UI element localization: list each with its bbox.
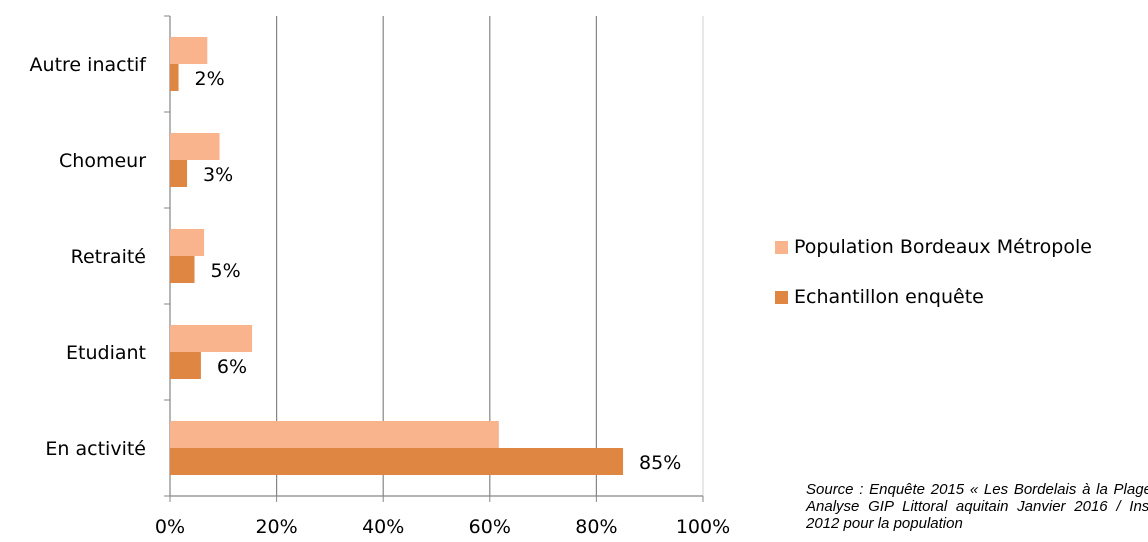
bar-population (170, 421, 499, 448)
data-label: 3% (203, 164, 233, 186)
bar-population (170, 325, 253, 352)
source-note: Source : Enquête 2015 « Les Bordelais à … (806, 481, 1148, 532)
x-tick-label: 60% (469, 516, 511, 538)
category-label: Retraité (71, 246, 146, 268)
x-tick-label: 100% (676, 516, 730, 538)
legend-label-population: Population Bordeaux Métropole (794, 236, 1092, 258)
gridlines (276, 16, 704, 496)
category-label: Autre inactif (30, 54, 148, 76)
category-label: En activité (45, 438, 146, 460)
bar-echantillon (170, 64, 179, 91)
legend-item-population: Population Bordeaux Métropole (775, 236, 1092, 258)
bar-population (170, 229, 205, 256)
bar-echantillon (170, 448, 624, 475)
data-label: 85% (639, 452, 681, 474)
labels: 0% 20% 40% 60% 80% 100% Autre inactif 2% Chomeur… (30, 54, 731, 538)
category-label: Etudiant (66, 342, 146, 364)
bar-echantillon (170, 160, 188, 187)
x-tick-label: 40% (362, 516, 404, 538)
bars (170, 37, 624, 475)
legend-swatch-population (775, 240, 788, 254)
bar-population (170, 133, 220, 160)
x-tick-label: 20% (255, 516, 297, 538)
category-label: Chomeur (59, 150, 146, 172)
bar-echantillon (170, 352, 201, 379)
bar-population (170, 37, 208, 64)
x-tick-label: 80% (575, 516, 617, 538)
data-label: 2% (195, 68, 225, 90)
data-label: 5% (211, 260, 241, 282)
bar-echantillon (170, 256, 195, 283)
legend-swatch-echantillon (775, 290, 788, 304)
x-tick-label: 0% (155, 516, 185, 538)
legend-item-echantillon: Echantillon enquête (775, 286, 984, 308)
legend-label-echantillon: Echantillon enquête (794, 286, 984, 308)
data-label: 6% (217, 356, 247, 378)
